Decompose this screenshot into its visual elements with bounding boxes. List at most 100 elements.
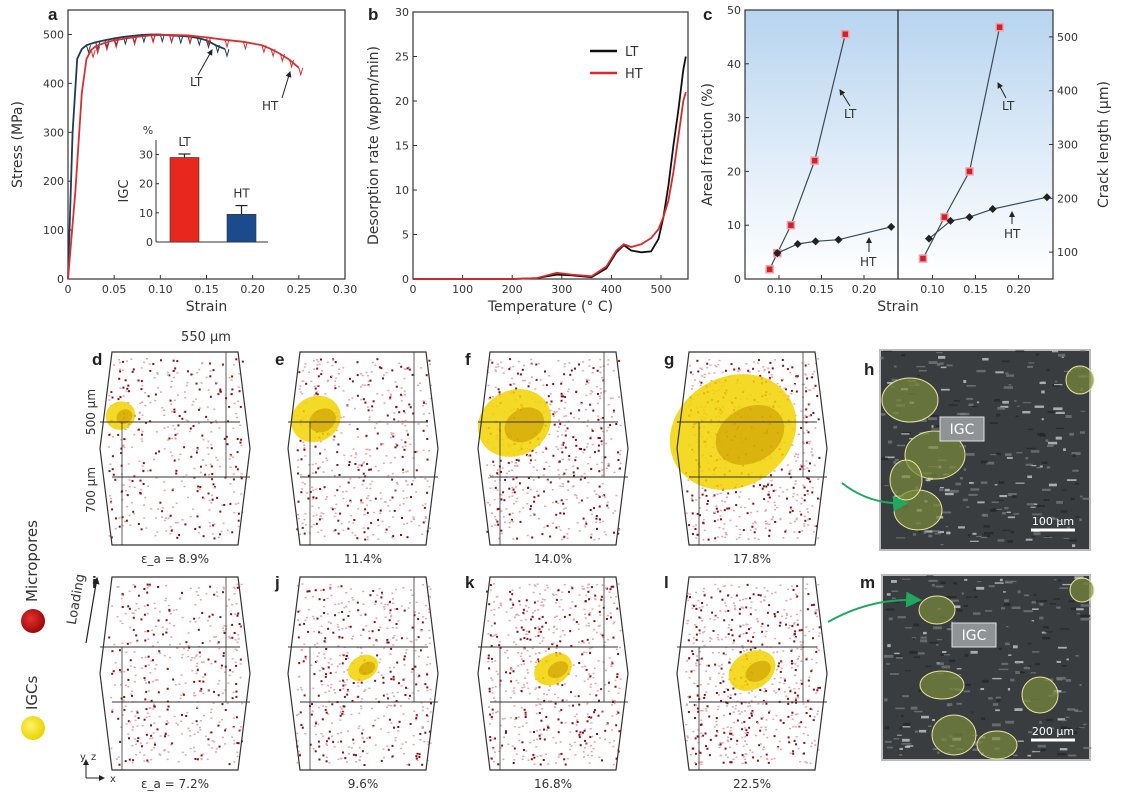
micropore-dot — [159, 652, 162, 654]
micropore-dot — [181, 751, 184, 754]
micropore-dot — [691, 747, 694, 750]
micropore-dot — [133, 738, 136, 740]
micropore-dot — [772, 489, 775, 492]
micropore-dot — [798, 726, 801, 729]
micropore-dot — [390, 432, 393, 434]
micropore-dot — [136, 740, 139, 743]
micropore-dot — [121, 594, 124, 597]
micropore-dot — [173, 408, 176, 411]
arrow-LT-right — [997, 82, 1007, 99]
micropore-dot — [716, 731, 719, 733]
micropore-dot — [598, 485, 601, 488]
micropore-dot — [761, 487, 764, 490]
micrograph-texture — [895, 601, 900, 603]
micropore-dot — [498, 391, 501, 394]
micropore-dot — [525, 599, 528, 602]
micropore-dot — [392, 432, 395, 435]
micropore-dot — [145, 733, 148, 736]
micropore-dot — [120, 447, 123, 450]
micropore-dot — [592, 367, 595, 370]
micropore-dot — [191, 657, 194, 659]
micropore-dot — [358, 725, 361, 727]
micropore-dot — [490, 716, 493, 718]
micrograph-texture — [936, 362, 941, 366]
volume-frame — [287, 576, 439, 771]
micropore-dot — [198, 617, 201, 619]
micropore-dot — [528, 382, 531, 384]
micropore-dot — [414, 665, 417, 668]
micropore-dot — [301, 488, 303, 490]
micropore-dot — [358, 477, 361, 479]
micropore-dot — [558, 525, 561, 528]
micropore-dot — [342, 688, 345, 690]
micropore-dot — [534, 652, 537, 655]
micropore-dot — [714, 615, 717, 618]
micropore-dot — [127, 720, 130, 723]
micropore-dot — [166, 628, 169, 630]
micropore-dot — [696, 659, 699, 662]
micropore-dot — [594, 451, 596, 454]
micropore-dot — [602, 520, 605, 523]
data-point-HT — [988, 205, 997, 214]
micropore-dot — [198, 690, 201, 693]
micropore-dot — [194, 758, 197, 760]
micropore-dot — [578, 662, 581, 664]
micropore-dot — [783, 682, 786, 685]
micropore-dot — [229, 502, 232, 505]
micropore-dot — [174, 367, 177, 370]
micropore-dot — [369, 483, 372, 485]
micropore-dot — [502, 372, 505, 374]
micropore-dot — [238, 623, 241, 625]
micropore-dot — [526, 682, 529, 684]
micropore-dot — [529, 660, 532, 663]
micropore-dot — [800, 465, 803, 468]
micropore-dot — [129, 665, 132, 667]
micropore-dot — [493, 614, 496, 616]
micropore-dot — [601, 584, 604, 586]
micropore-dot — [775, 714, 778, 717]
micropore-dot — [378, 661, 381, 664]
micropore-dot — [356, 537, 359, 540]
micrograph-texture — [1027, 665, 1032, 667]
micropore-dot — [345, 605, 348, 608]
micropore-dot — [166, 667, 169, 670]
micropore-dot — [801, 362, 804, 364]
micropore-dot — [132, 510, 135, 513]
micropore-dot — [529, 515, 532, 517]
micropore-dot — [429, 688, 432, 691]
y-axis-label-left: Areal fraction (%) — [700, 83, 716, 206]
micropore-dot — [177, 424, 180, 427]
micropore-dot — [779, 486, 782, 489]
dimension-z: 700 μm — [84, 467, 98, 513]
micropore-dot — [133, 512, 135, 515]
micrograph-texture — [990, 509, 996, 512]
micropore-dot — [213, 593, 216, 596]
micropore-dot — [613, 471, 616, 474]
micropore-dot — [347, 615, 350, 617]
micropore-dot — [566, 537, 569, 539]
micropore-dot — [804, 387, 807, 389]
micrograph-texture — [1008, 754, 1018, 757]
micropore-dot — [175, 722, 178, 724]
micropore-dot — [329, 588, 332, 590]
micropore-dot — [234, 648, 237, 651]
micropore-dot — [314, 750, 317, 753]
micropore-dot — [709, 637, 712, 639]
micropore-dot — [535, 704, 538, 706]
micropore-dot — [297, 713, 300, 716]
micropore-dot — [718, 665, 721, 667]
micropore-dot — [582, 751, 585, 753]
micropore-dot — [402, 678, 405, 681]
micropore-dot — [494, 518, 497, 521]
micrograph-texture — [944, 492, 954, 496]
micropore-dot — [806, 489, 809, 492]
micropore-dot — [607, 363, 610, 366]
micropore-dot — [137, 379, 140, 382]
micropore-dot — [312, 489, 315, 491]
serration-LT — [159, 34, 165, 44]
micropore-dot — [776, 611, 779, 614]
data-point-HT — [811, 237, 820, 246]
micropore-dot — [345, 627, 348, 629]
micropore-dot — [145, 690, 148, 693]
micropore-dot — [800, 427, 803, 429]
